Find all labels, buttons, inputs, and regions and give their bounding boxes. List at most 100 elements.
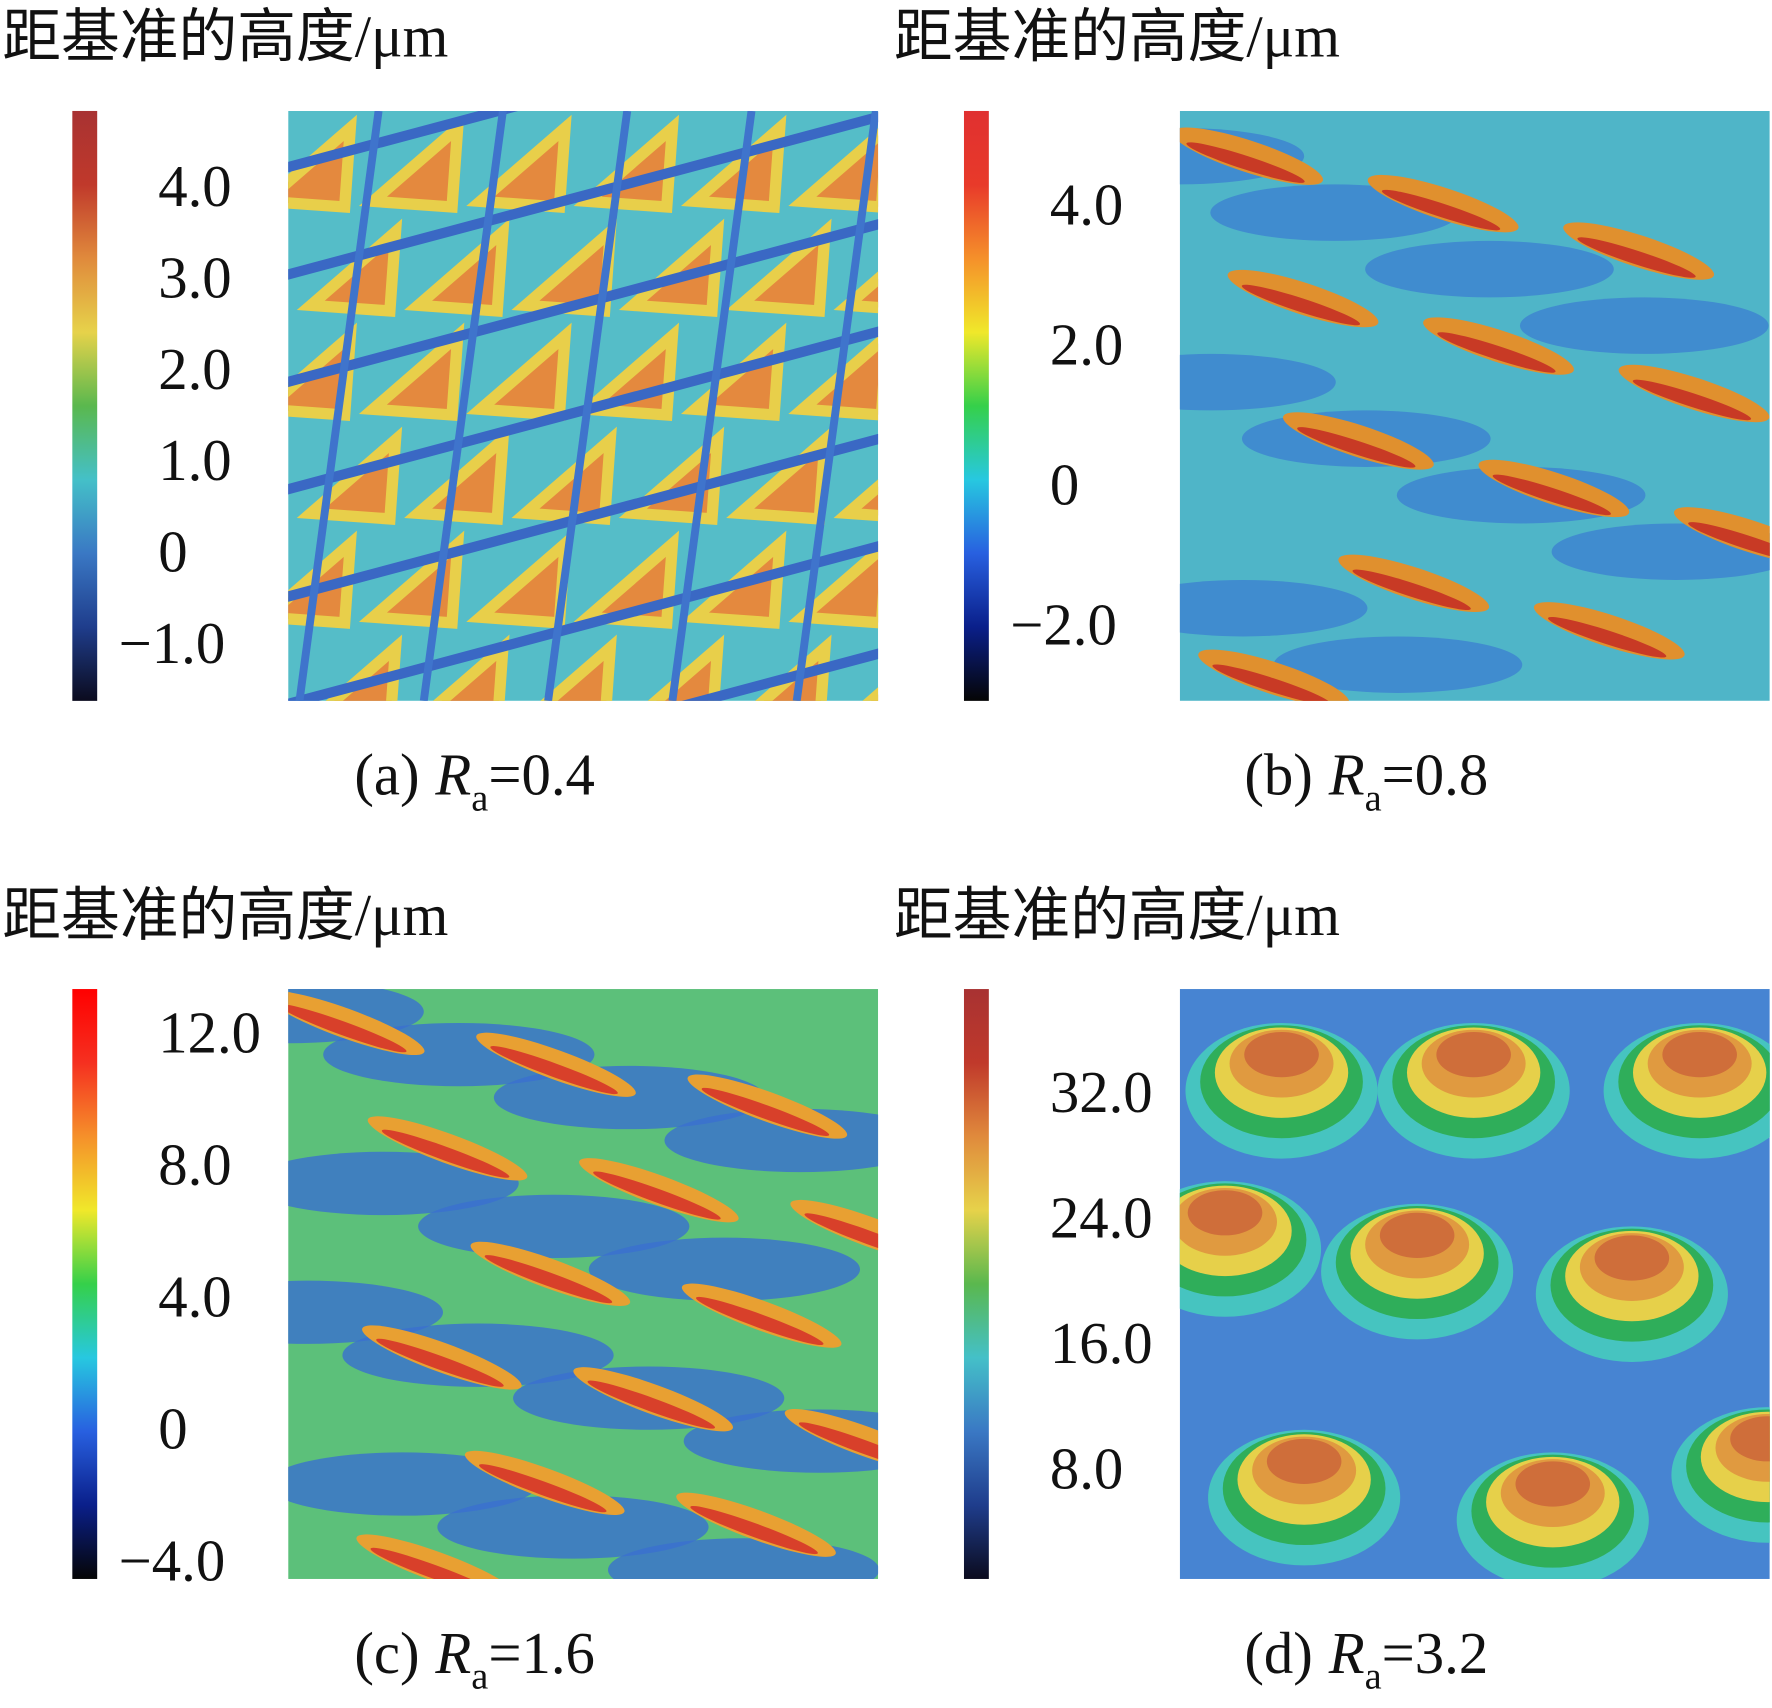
colorbar xyxy=(963,110,989,701)
ridge xyxy=(833,271,879,314)
caption-label: (d) xyxy=(1244,1621,1313,1686)
groove xyxy=(681,648,879,701)
caption-label: (a) xyxy=(354,743,419,808)
peak xyxy=(1244,1031,1319,1078)
groove xyxy=(288,219,879,388)
valley xyxy=(608,1538,879,1579)
caption-subscript: a xyxy=(1365,777,1382,819)
colorbar-tick-label: 1.0 xyxy=(158,428,231,493)
caption-subscript: a xyxy=(471,1656,488,1698)
colorbar-tick-label: 4.0 xyxy=(158,1265,231,1330)
ridge xyxy=(1186,142,1305,183)
caption-label: (b) xyxy=(1244,743,1313,808)
ridge xyxy=(381,1129,510,1178)
peak xyxy=(1730,1416,1770,1462)
ridge xyxy=(1548,616,1667,658)
groove xyxy=(792,110,879,701)
panel-title: 距基准的高度/μm xyxy=(894,5,1340,70)
valley xyxy=(588,1237,861,1301)
colorbar-tick-label: 4.0 xyxy=(1050,172,1123,237)
groove xyxy=(288,541,879,701)
ridge xyxy=(376,1338,504,1387)
valley xyxy=(1179,579,1368,637)
ridge xyxy=(466,322,572,421)
colorbar-tick-label: 16.0 xyxy=(1050,1311,1153,1376)
ridge xyxy=(1688,522,1770,563)
colorbar-tick-label: 0 xyxy=(1050,453,1079,518)
peak xyxy=(1379,1212,1455,1259)
ridge xyxy=(370,1547,499,1579)
colorbar-tick-label: 0 xyxy=(158,1396,187,1461)
valley xyxy=(1179,353,1336,411)
colorbar-tick-label: 3.0 xyxy=(158,246,231,311)
ridge xyxy=(726,218,832,318)
colorbar-tick-label: 8.0 xyxy=(1050,1437,1123,1502)
groove xyxy=(288,433,879,602)
caption: (c) Ra=1.6 xyxy=(354,1621,595,1698)
caption-symbol: R xyxy=(434,743,471,808)
ridge xyxy=(862,687,879,701)
groove xyxy=(288,111,879,280)
colorbar-tick-label: 0 xyxy=(158,520,187,585)
ridge xyxy=(1577,237,1696,278)
valley xyxy=(288,1280,443,1344)
caption-label: (c) xyxy=(354,1621,419,1686)
caption-value: =0.8 xyxy=(1382,743,1489,808)
caption-value: =1.6 xyxy=(488,1621,595,1686)
colorbar-tick-label: 4.0 xyxy=(158,154,231,219)
panel: 距基准的高度/μm 32.0 24.0 16.0 8.0 (d) Ra=3.2 xyxy=(894,883,1770,1698)
colorbar-tick-label: 2.0 xyxy=(158,337,231,402)
colorbar-tick-label: 8.0 xyxy=(158,1133,231,1198)
ridge xyxy=(511,426,617,525)
panel-title: 距基准的高度/μm xyxy=(2,883,448,948)
colorbar-tick-label: −1.0 xyxy=(119,611,226,676)
groove xyxy=(295,110,383,701)
valley xyxy=(1365,240,1614,298)
ridge xyxy=(833,479,879,522)
ridge xyxy=(540,634,617,701)
ridge xyxy=(1381,189,1501,231)
groove xyxy=(419,110,507,701)
peak xyxy=(1515,1461,1591,1507)
ridge xyxy=(701,1087,830,1136)
colorbar-tick-label: −4.0 xyxy=(119,1528,226,1593)
panel: 距基准的高度/μm 4.0 3.0 2.0 1.0 0 −1.0 (a) Ra=0.4 xyxy=(2,5,879,819)
peak xyxy=(1662,1031,1737,1078)
ridge xyxy=(1437,332,1556,373)
panel: 距基准的高度/μm 4.0 2.0 0 −2.0 (b) Ra=0.8 xyxy=(894,5,1770,820)
ridge xyxy=(358,322,465,421)
colorbar-tick-label: 2.0 xyxy=(1050,312,1123,377)
caption-subscript: a xyxy=(1365,1656,1382,1698)
colorbar-tick-label: −2.0 xyxy=(1010,593,1117,658)
ridge xyxy=(1297,427,1416,468)
caption-value: =0.4 xyxy=(488,743,595,808)
ridge xyxy=(788,544,879,629)
caption-symbol: R xyxy=(1328,743,1365,808)
valley xyxy=(288,1452,538,1516)
surface-map xyxy=(288,110,879,701)
colorbar xyxy=(72,989,98,1579)
groove xyxy=(544,110,632,701)
ridge xyxy=(804,1213,879,1262)
ridge xyxy=(466,114,572,214)
surface-map xyxy=(288,989,879,1579)
ridge xyxy=(1492,474,1611,516)
ridge xyxy=(1632,379,1752,421)
caption: (d) Ra=3.2 xyxy=(1244,1621,1488,1698)
valley xyxy=(1519,297,1769,354)
valley xyxy=(437,1495,709,1559)
ridge xyxy=(288,1004,407,1053)
peak xyxy=(1266,1438,1342,1485)
valley xyxy=(1273,636,1523,693)
caption: (b) Ra=0.8 xyxy=(1244,743,1488,820)
peak xyxy=(1594,1235,1670,1281)
colorbar-tick-label: 12.0 xyxy=(158,1001,261,1066)
colorbar-tick-label: 32.0 xyxy=(1050,1060,1153,1125)
surface-map xyxy=(1179,110,1770,701)
colorbar xyxy=(963,989,989,1579)
ridge xyxy=(798,1422,879,1471)
caption-symbol: R xyxy=(434,1621,471,1686)
groove xyxy=(668,110,756,701)
ridge xyxy=(690,1505,818,1555)
